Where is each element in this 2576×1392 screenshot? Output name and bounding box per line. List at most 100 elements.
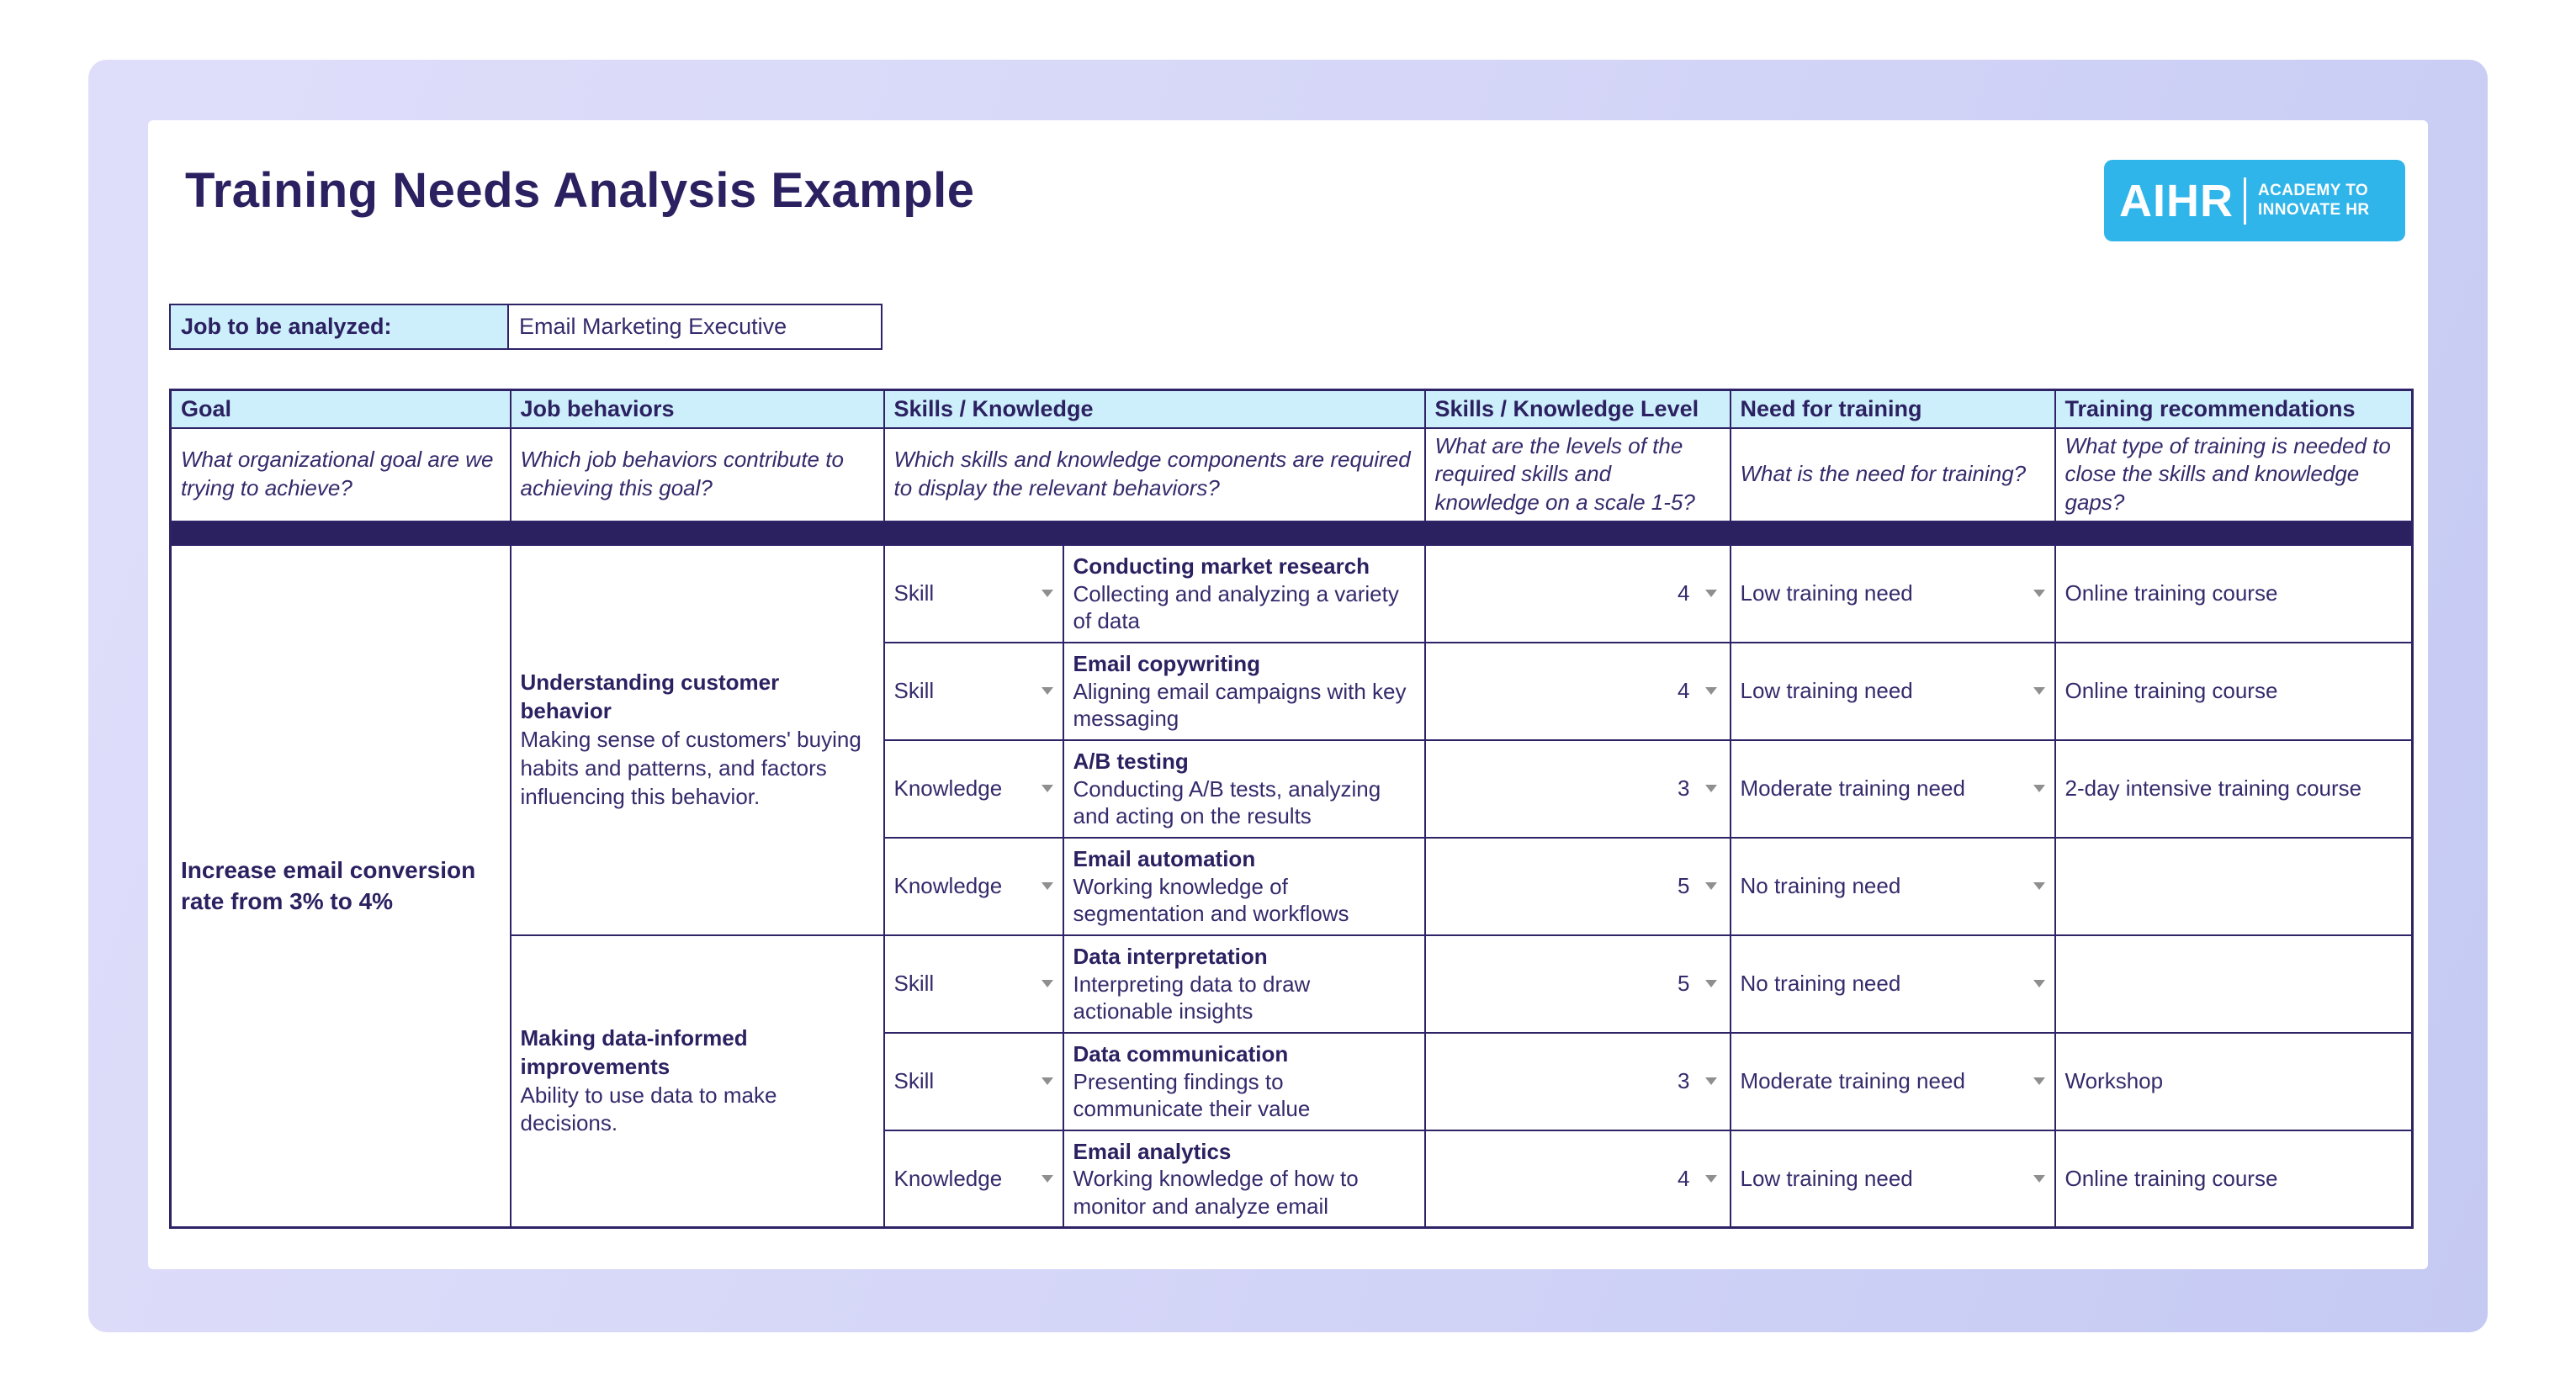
table-row: Skill Data communication Presenting find…	[171, 1031, 2414, 1131]
dropdown-arrow-icon[interactable]	[1041, 1077, 1053, 1086]
goal-cell[interactable]: Increase email conversion rate from 3% t…	[169, 543, 511, 1229]
dropdown-arrow-icon[interactable]	[1704, 590, 1717, 598]
table-row: Making data-informed improvements Abilit…	[171, 934, 2414, 1229]
table-header-row: Goal Job behaviors Skills / Knowledge Sk…	[169, 389, 2414, 429]
skill-desc-cell[interactable]: Email automation Working knowledge of se…	[1062, 836, 1426, 936]
need-cell[interactable]: Low training need	[1729, 641, 2056, 741]
dropdown-arrow-icon[interactable]	[1704, 785, 1717, 793]
aihr-logo: AIHR ACADEMY TO INNOVATE HR	[2104, 160, 2405, 241]
col-header-skills-level: Skills / Knowledge Level	[1423, 389, 1731, 429]
dropdown-arrow-icon[interactable]	[1704, 1077, 1717, 1086]
level-cell[interactable]: 3	[1423, 1031, 1731, 1131]
skill-title: A/B testing	[1073, 748, 1189, 774]
level-cell[interactable]: 4	[1423, 543, 1731, 643]
behavior-description: Ability to use data to make decisions.	[520, 1082, 777, 1136]
need-cell[interactable]: Low training need	[1729, 543, 2056, 643]
table-row: Skill Email copywriting Aligning email c…	[171, 641, 2414, 741]
job-value-cell[interactable]: Email Marketing Executive	[509, 304, 883, 350]
dropdown-arrow-icon[interactable]	[1041, 687, 1053, 696]
dropdown-arrow-icon[interactable]	[2033, 980, 2045, 988]
recommendation-cell[interactable]	[2054, 836, 2414, 936]
recommendation-cell[interactable]: 2-day intensive training course	[2054, 738, 2414, 839]
logo-tagline-line1: ACADEMY TO	[2258, 181, 2369, 199]
need-cell[interactable]: Low training need	[1729, 1129, 2056, 1229]
level-value: 4	[1678, 1166, 1690, 1192]
subheader-skills-knowledge: Which skills and knowledge components ar…	[883, 426, 1426, 522]
skill-title: Email analytics	[1073, 1138, 1232, 1164]
dropdown-arrow-icon[interactable]	[2033, 1077, 2045, 1086]
dropdown-arrow-icon[interactable]	[2033, 785, 2045, 793]
behavior-cell[interactable]: Making data-informed improvements Abilit…	[509, 934, 885, 1229]
job-to-be-analyzed-row: Job to be analyzed: Email Marketing Exec…	[169, 304, 883, 350]
dropdown-arrow-icon[interactable]	[1041, 590, 1053, 598]
recommendation-cell[interactable]	[2054, 934, 2414, 1034]
need-value: Moderate training need	[1740, 1068, 1965, 1094]
need-cell[interactable]: No training need	[1729, 934, 2056, 1034]
skill-type-value: Skill	[893, 1068, 935, 1094]
content-card: Training Needs Analysis Example AIHR ACA…	[148, 120, 2428, 1269]
need-cell[interactable]: Moderate training need	[1729, 1031, 2056, 1131]
need-cell[interactable]: No training need	[1729, 836, 2056, 936]
dropdown-arrow-icon[interactable]	[1041, 882, 1053, 891]
dropdown-arrow-icon[interactable]	[2033, 882, 2045, 891]
skill-title: Conducting market research	[1073, 553, 1370, 579]
separator-band	[169, 520, 2414, 546]
dropdown-arrow-icon[interactable]	[1704, 1175, 1717, 1183]
skill-desc-cell[interactable]: Conducting market research Collecting an…	[1062, 543, 1426, 643]
level-cell[interactable]: 4	[1423, 1129, 1731, 1229]
subheader-goal: What organizational goal are we trying t…	[169, 426, 511, 522]
dropdown-arrow-icon[interactable]	[1041, 1175, 1053, 1183]
dropdown-arrow-icon[interactable]	[1704, 980, 1717, 988]
skill-type-cell[interactable]: Knowledge	[883, 836, 1064, 936]
level-cell[interactable]: 5	[1423, 836, 1731, 936]
subheader-need-for-training: What is the need for training?	[1729, 426, 2056, 522]
skill-desc-cell[interactable]: A/B testing Conducting A/B tests, analyz…	[1062, 738, 1426, 839]
col-header-job-behaviors: Job behaviors	[509, 389, 885, 429]
skill-type-cell[interactable]: Skill	[883, 1031, 1064, 1131]
skill-desc-cell[interactable]: Email copywriting Aligning email campaig…	[1062, 641, 1426, 741]
skill-type-cell[interactable]: Knowledge	[883, 738, 1064, 839]
skill-description: Interpreting data to draw actionable ins…	[1073, 971, 1311, 1024]
skill-type-cell[interactable]: Skill	[883, 641, 1064, 741]
recommendation-cell[interactable]: Online training course	[2054, 1129, 2414, 1229]
dropdown-arrow-icon[interactable]	[1704, 882, 1717, 891]
job-label: Job to be analyzed:	[169, 304, 509, 350]
level-cell[interactable]: 3	[1423, 738, 1731, 839]
logo-divider	[2244, 177, 2246, 225]
skill-description: Working knowledge of segmentation and wo…	[1073, 873, 1349, 927]
need-value: Low training need	[1740, 678, 1913, 704]
behavior-cell[interactable]: Understanding customer behavior Making s…	[509, 543, 885, 936]
recommendation-cell[interactable]: Online training course	[2054, 641, 2414, 741]
subheader-training-recommendations: What type of training is needed to close…	[2054, 426, 2414, 522]
skill-desc-cell[interactable]: Data communication Presenting findings t…	[1062, 1031, 1426, 1131]
dropdown-arrow-icon[interactable]	[1041, 980, 1053, 988]
skill-type-value: Knowledge	[893, 775, 1003, 802]
skill-type-value: Skill	[893, 678, 935, 704]
skill-desc-cell[interactable]: Email analytics Working knowledge of how…	[1062, 1129, 1426, 1229]
dropdown-arrow-icon[interactable]	[2033, 590, 2045, 598]
level-value: 4	[1678, 580, 1690, 606]
skill-type-cell[interactable]: Skill	[883, 934, 1064, 1034]
dropdown-arrow-icon[interactable]	[1041, 785, 1053, 793]
dropdown-arrow-icon[interactable]	[2033, 1175, 2045, 1183]
need-cell[interactable]: Moderate training need	[1729, 738, 2056, 839]
logo-brand-text: AIHR	[2119, 175, 2234, 226]
recommendation-cell[interactable]: Online training course	[2054, 543, 2414, 643]
need-value: No training need	[1740, 873, 1901, 899]
skill-description: Working knowledge of how to monitor and …	[1073, 1166, 1359, 1220]
skill-desc-cell[interactable]: Data interpretation Interpreting data to…	[1062, 934, 1426, 1034]
table-row: Knowledge A/B testing Conducting A/B tes…	[171, 738, 2414, 839]
skill-type-cell[interactable]: Knowledge	[883, 1129, 1064, 1229]
col-header-skills-knowledge: Skills / Knowledge	[883, 389, 1426, 429]
level-cell[interactable]: 4	[1423, 641, 1731, 741]
dropdown-arrow-icon[interactable]	[1704, 687, 1717, 696]
recommendation-cell[interactable]: Workshop	[2054, 1031, 2414, 1131]
skill-type-value: Knowledge	[893, 1166, 1003, 1192]
table-row: Knowledge Email automation Working knowl…	[171, 836, 2414, 936]
level-value: 5	[1678, 971, 1690, 997]
dropdown-arrow-icon[interactable]	[2033, 687, 2045, 696]
level-cell[interactable]: 5	[1423, 934, 1731, 1034]
table-row: Knowledge Email analytics Working knowle…	[171, 1129, 2414, 1229]
skill-type-cell[interactable]: Skill	[883, 543, 1064, 643]
skill-title: Data interpretation	[1073, 943, 1268, 969]
